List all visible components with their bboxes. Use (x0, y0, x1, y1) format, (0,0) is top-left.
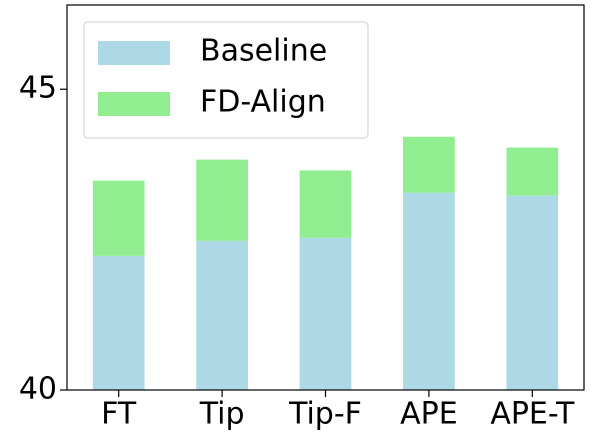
bar (299, 170, 352, 238)
legend-swatch (98, 92, 170, 116)
y-tick-label: 45 (19, 71, 57, 106)
legend-label: Baseline (200, 34, 327, 69)
bar (403, 192, 455, 390)
bar (196, 159, 248, 241)
bar (92, 255, 145, 390)
plot-frame (66, 4, 585, 391)
bar (299, 237, 352, 390)
bar (506, 147, 559, 196)
bar (92, 180, 145, 256)
bar (196, 240, 248, 390)
bar (403, 136, 455, 193)
x-tick-label: Tip-F (288, 397, 362, 432)
legend-swatch (98, 41, 170, 65)
y-tick-label: 40 (19, 372, 57, 407)
x-tick-label: APE (400, 397, 458, 432)
x-tick-label: Tip (199, 397, 245, 432)
legend-label: FD-Align (200, 85, 326, 120)
x-tick-label: FT (101, 397, 137, 432)
bar (506, 195, 559, 390)
x-tick-label: APE-T (490, 397, 575, 432)
